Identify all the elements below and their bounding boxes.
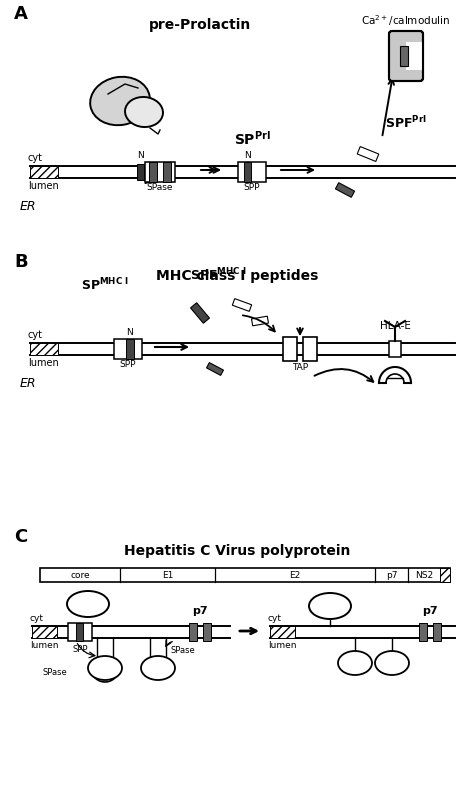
Bar	[232, 298, 252, 311]
Bar	[336, 183, 355, 197]
Text: C: C	[14, 528, 27, 546]
FancyBboxPatch shape	[389, 31, 423, 81]
Bar	[389, 341, 401, 357]
Bar	[114, 339, 142, 359]
Bar	[238, 162, 266, 182]
Bar	[189, 623, 197, 641]
Bar	[30, 343, 58, 355]
Text: $\mathbf{SPF}^{\mathbf{MHC\ I}}$: $\mathbf{SPF}^{\mathbf{MHC\ I}}$	[190, 267, 246, 283]
Text: Hepatitis C Virus polyprotein: Hepatitis C Virus polyprotein	[124, 544, 350, 558]
Text: SPP: SPP	[120, 360, 136, 369]
Ellipse shape	[375, 651, 409, 675]
Text: p7: p7	[386, 571, 397, 579]
Text: cyt: cyt	[30, 614, 44, 623]
Text: $\mathbf{SPF}^{\mathbf{Prl}}$: $\mathbf{SPF}^{\mathbf{Prl}}$	[385, 115, 427, 131]
Text: SPase: SPase	[147, 183, 173, 192]
Text: ER: ER	[20, 377, 36, 390]
Bar	[207, 363, 223, 376]
Bar	[270, 626, 295, 638]
Bar	[68, 623, 92, 641]
Ellipse shape	[90, 76, 150, 125]
Bar	[137, 164, 145, 180]
Text: ER: ER	[20, 200, 36, 213]
Text: p7: p7	[422, 606, 438, 616]
Bar	[149, 162, 157, 182]
Bar	[76, 623, 83, 641]
Ellipse shape	[338, 651, 372, 675]
Bar	[433, 623, 441, 641]
Text: cyt: cyt	[28, 330, 43, 340]
Text: N: N	[137, 151, 145, 160]
Bar	[406, 42, 424, 70]
Bar	[163, 162, 171, 182]
Text: HLA-E: HLA-E	[380, 321, 410, 331]
Ellipse shape	[141, 656, 175, 680]
Text: lumen: lumen	[268, 641, 297, 650]
Bar	[30, 166, 58, 178]
Text: SPase: SPase	[43, 668, 67, 677]
Text: $\mathbf{SP}^{\mathbf{MHC\ I}}$: $\mathbf{SP}^{\mathbf{MHC\ I}}$	[81, 276, 129, 293]
Text: Ca$^{2+}$/calmodulin: Ca$^{2+}$/calmodulin	[362, 14, 451, 28]
Text: MHC class I peptides: MHC class I peptides	[156, 269, 318, 283]
Text: $\mathbf{SP}^{\mathbf{Prl}}$: $\mathbf{SP}^{\mathbf{Prl}}$	[234, 130, 271, 148]
Ellipse shape	[125, 97, 163, 127]
Text: E1: E1	[162, 571, 173, 579]
Bar	[245, 162, 252, 182]
Bar	[32, 626, 57, 638]
Text: SPP: SPP	[72, 645, 88, 654]
Bar	[283, 337, 297, 361]
Text: A: A	[14, 5, 28, 23]
Text: SPP: SPP	[244, 183, 260, 192]
Bar	[191, 302, 210, 323]
Bar	[145, 162, 175, 182]
Text: B: B	[14, 253, 27, 271]
Text: E1: E1	[99, 663, 111, 673]
Text: ER: ER	[340, 660, 356, 673]
Text: lumen: lumen	[28, 358, 59, 368]
Text: core: core	[319, 601, 340, 611]
Bar	[303, 337, 317, 361]
Text: E1: E1	[349, 658, 361, 668]
Text: lumen: lumen	[28, 181, 59, 191]
Bar	[440, 568, 450, 582]
Text: core: core	[78, 599, 99, 609]
Text: cyt: cyt	[28, 153, 43, 163]
Text: N: N	[127, 328, 133, 337]
Bar	[252, 316, 268, 326]
Text: E2: E2	[289, 571, 301, 579]
Text: p7: p7	[192, 606, 208, 616]
Bar	[419, 623, 427, 641]
Text: core: core	[70, 571, 90, 579]
Text: SPase: SPase	[171, 646, 195, 655]
Text: N: N	[245, 151, 251, 160]
Bar	[400, 46, 408, 66]
Bar	[40, 568, 450, 582]
Bar	[126, 339, 134, 359]
Text: pre-Prolactin: pre-Prolactin	[149, 18, 251, 32]
Text: NS2: NS2	[415, 571, 433, 579]
Text: cyt: cyt	[268, 614, 282, 623]
Ellipse shape	[67, 591, 109, 617]
Bar	[357, 146, 379, 162]
Text: E2: E2	[152, 663, 164, 673]
Text: E2: E2	[386, 658, 398, 668]
Text: lumen: lumen	[30, 641, 58, 650]
Text: TAP: TAP	[292, 363, 308, 372]
Ellipse shape	[309, 593, 351, 619]
Bar	[203, 623, 211, 641]
Ellipse shape	[88, 656, 122, 680]
